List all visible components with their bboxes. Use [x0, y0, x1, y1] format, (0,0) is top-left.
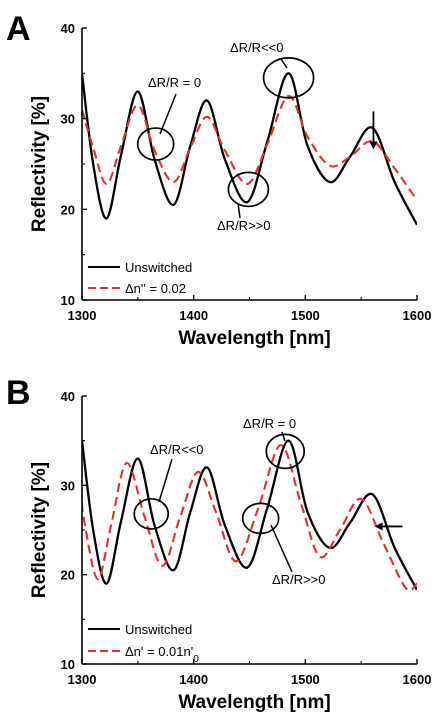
- annotation-label: ΔR/R = 0: [148, 75, 201, 90]
- y-tick-label: 40: [61, 21, 75, 36]
- series-line-unswitched: [82, 439, 417, 591]
- x-tick-label: 1500: [291, 308, 320, 323]
- y-tick-label: 10: [61, 293, 75, 308]
- legend-label: Δn'' = 0.02: [125, 281, 186, 296]
- annotation-circle: [241, 502, 280, 535]
- annotation-circle: [136, 127, 175, 161]
- shift-arrow-head: [374, 522, 383, 531]
- panel-letter-b: B: [6, 374, 31, 412]
- panel-letter-a: A: [6, 10, 31, 48]
- panel-b: B 10 20 30 40 1300 1400 1500 1600 Wavelength [nm…: [6, 374, 431, 713]
- y-axis-title: Reflectivity [%]: [29, 96, 50, 232]
- y-tick-label: 20: [61, 568, 75, 583]
- x-tick-label: 1300: [68, 308, 97, 323]
- chart-a: 10 20 30 40 1300 1400 1500 1600 Wavelength [nm] R…: [29, 21, 431, 349]
- y-tick-label: 10: [61, 657, 75, 672]
- annotation-leader: [280, 58, 288, 69]
- panel-a: A 10 20 30 40 1300 1400 1500 1600 Wavelength [nm…: [6, 10, 431, 349]
- y-tick-label: 20: [61, 202, 75, 217]
- annotation-label: ΔR/R<<0: [150, 442, 204, 457]
- annotation-label: ΔR/R>>0: [217, 218, 271, 233]
- annotation-circle: [262, 57, 315, 99]
- x-tick-label: 1500: [291, 672, 320, 687]
- x-tick-label: 1400: [179, 308, 208, 323]
- x-tick-label: 1600: [403, 308, 432, 323]
- legend-label: Unswitched: [125, 260, 192, 275]
- legend-label: Unswitched: [125, 622, 192, 637]
- y-tick-label: 30: [61, 112, 75, 127]
- series-line-unswitched: [82, 72, 417, 226]
- annotation-label: ΔR/R<<0: [230, 40, 284, 55]
- x-axis-title: Wavelength [nm]: [178, 328, 330, 349]
- series-line-switched: [82, 444, 417, 592]
- x-tick-label: 1600: [403, 672, 432, 687]
- y-tick-label: 40: [61, 389, 75, 404]
- annotation-circle: [265, 433, 306, 470]
- annotation-leader: [270, 524, 293, 573]
- annotation-leader: [159, 93, 177, 135]
- chart-b: 10 20 30 40 1300 1400 1500 1600 Wavelength [nm] R…: [29, 389, 431, 713]
- annotation-leader: [281, 431, 286, 442]
- x-tick-label: 1300: [68, 672, 97, 687]
- y-axis-title: Reflectivity [%]: [29, 462, 50, 598]
- y-tick-label: 30: [61, 478, 75, 493]
- annotation-leader: [158, 458, 173, 503]
- x-tick-label: 1400: [179, 672, 208, 687]
- annotation-label: ΔR/R = 0: [243, 416, 296, 431]
- x-axis-title: Wavelength [nm]: [178, 692, 330, 713]
- annotation-circle: [133, 498, 170, 530]
- annotation-label: ΔR/R>>0: [272, 572, 326, 587]
- legend-label: Δn' = 0.01n'0: [125, 644, 199, 665]
- annotation-circle: [227, 171, 270, 208]
- annotation-leader: [237, 202, 241, 219]
- shift-arrow-head: [369, 141, 378, 150]
- series-line-switched: [82, 94, 417, 201]
